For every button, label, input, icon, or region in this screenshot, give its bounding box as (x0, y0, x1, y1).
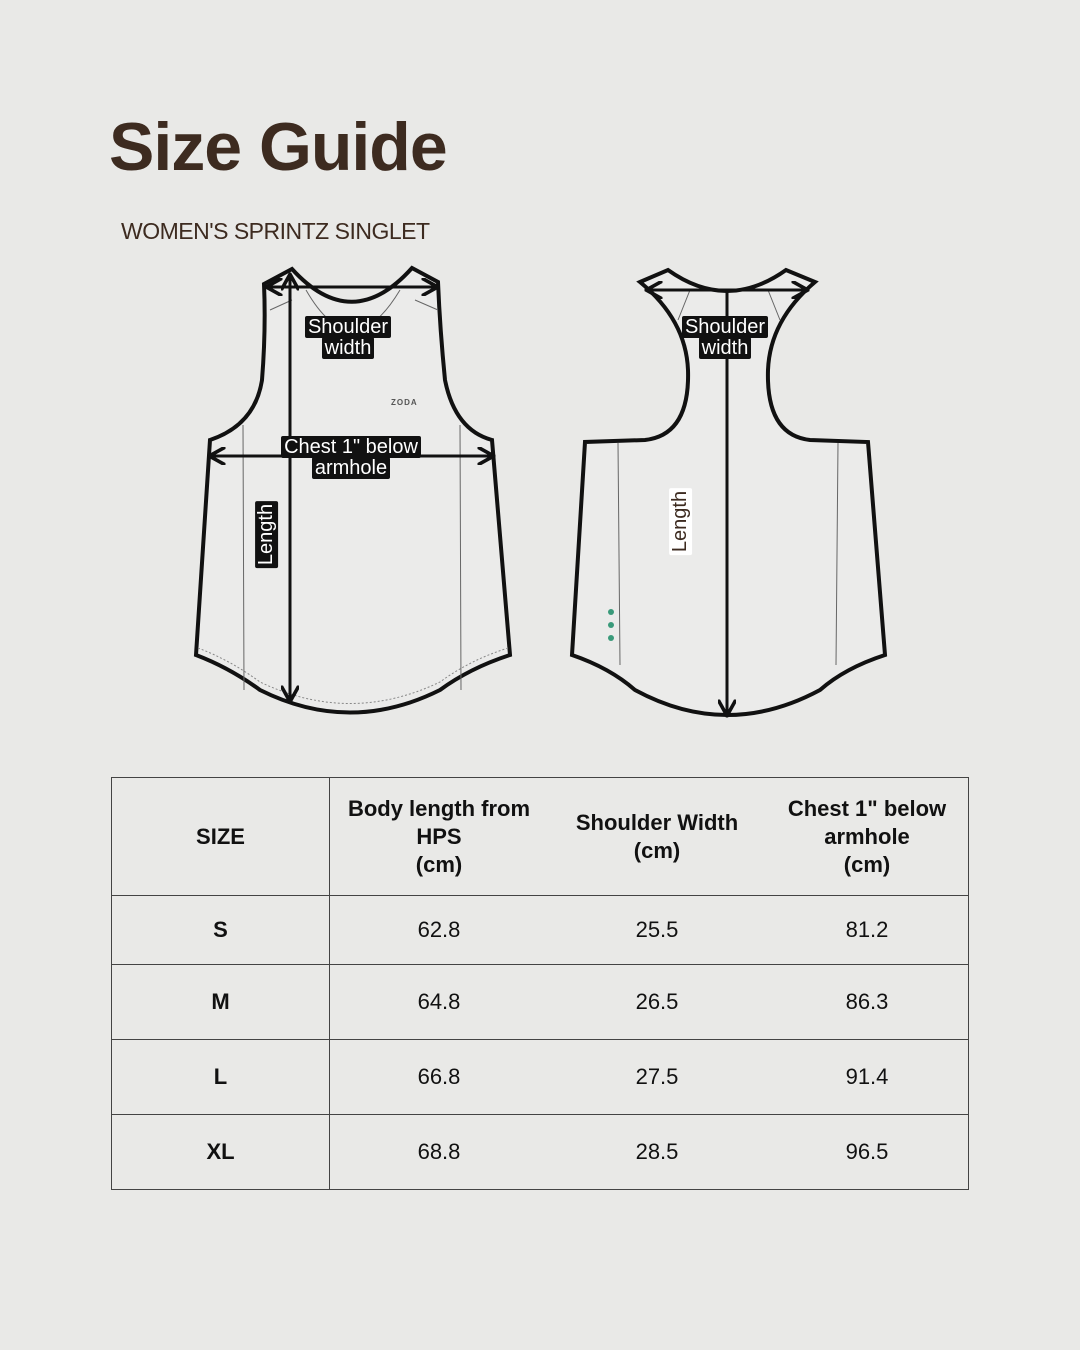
shoulder-width-cell: 26.5 (548, 964, 766, 1040)
front-hem-stitch (197, 647, 509, 704)
chest-cell: 96.5 (766, 1114, 969, 1190)
size-cell: XL (111, 1114, 330, 1190)
chest-cell: 81.2 (766, 895, 969, 965)
chest-cell: 86.3 (766, 964, 969, 1040)
size-table: SIZE Body length from HPS (cm) Shoulder Wi… (111, 777, 969, 1190)
body-length-cell: 62.8 (329, 895, 548, 965)
table-header-row: SIZE Body length from HPS (cm) Shoulder Wi… (111, 777, 969, 896)
header-shoulder-width: Shoulder Width (cm) (548, 777, 766, 896)
back-seams (617, 289, 839, 666)
table-row: M 64.8 26.5 86.3 (111, 964, 969, 1040)
size-cell: L (111, 1039, 330, 1115)
shoulder-width-cell: 27.5 (548, 1039, 766, 1115)
shoulder-width-cell: 25.5 (548, 895, 766, 965)
body-length-cell: 64.8 (329, 964, 548, 1040)
header-chest: Chest 1" below armhole (cm) (766, 777, 969, 896)
chest-cell: 91.4 (766, 1039, 969, 1115)
front-logo: ZODA (391, 398, 418, 407)
back-view (569, 267, 888, 715)
table-row: XL 68.8 28.5 96.5 (111, 1114, 969, 1190)
table-row: L 66.8 27.5 91.4 (111, 1039, 969, 1115)
front-shoulder-label: Shoulder width (300, 316, 396, 359)
page-title: Size Guide (109, 109, 448, 185)
header-body-length: Body length from HPS (cm) (329, 777, 548, 896)
header-size: SIZE (111, 777, 330, 896)
product-name: WOMEN'S SPRINTZ SINGLET (121, 218, 430, 244)
size-cell: M (111, 964, 330, 1040)
size-cell: S (111, 895, 330, 965)
reflective-dots (608, 609, 614, 641)
body-length-cell: 68.8 (329, 1114, 548, 1190)
table-row: S 62.8 25.5 81.2 (111, 895, 969, 965)
front-chest-label: Chest 1" below armhole (280, 436, 422, 479)
shoulder-width-cell: 28.5 (548, 1114, 766, 1190)
back-shoulder-label: Shoulder width (677, 316, 773, 359)
body-length-cell: 66.8 (329, 1039, 548, 1115)
front-length-label: Length (255, 500, 279, 569)
back-length-label: Length (669, 487, 693, 556)
garment-diagrams (193, 265, 888, 760)
